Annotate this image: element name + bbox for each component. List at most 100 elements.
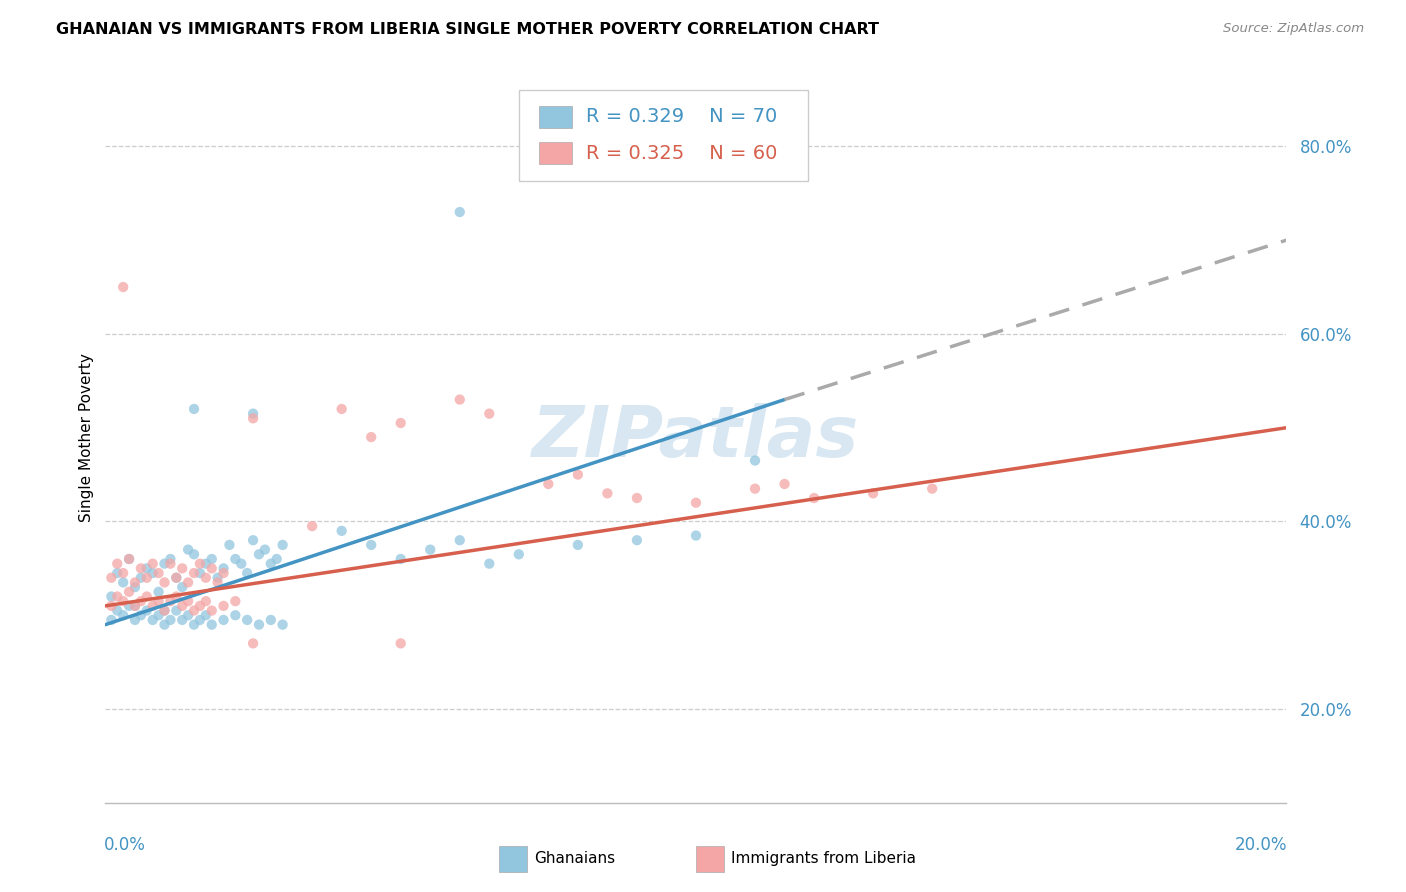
Point bbox=[567, 538, 589, 552]
Point bbox=[118, 552, 141, 566]
Point bbox=[100, 599, 122, 613]
Point bbox=[153, 617, 176, 632]
Point bbox=[449, 533, 471, 548]
Point bbox=[142, 599, 165, 613]
Point bbox=[142, 613, 165, 627]
Point bbox=[236, 566, 259, 580]
Point bbox=[124, 599, 146, 613]
Point bbox=[301, 519, 323, 533]
Point bbox=[224, 594, 246, 608]
Point bbox=[626, 491, 648, 505]
Point bbox=[194, 594, 217, 608]
Point bbox=[449, 392, 471, 407]
Point bbox=[165, 571, 187, 585]
Point bbox=[201, 561, 224, 575]
Point bbox=[148, 608, 170, 623]
Point bbox=[236, 613, 259, 627]
Point bbox=[188, 557, 211, 571]
Point bbox=[360, 538, 382, 552]
Point bbox=[253, 542, 276, 557]
Bar bbox=[538, 143, 572, 164]
Point bbox=[224, 608, 246, 623]
Point bbox=[183, 566, 205, 580]
Text: Ghanaians: Ghanaians bbox=[534, 852, 616, 866]
Point bbox=[773, 477, 796, 491]
Point bbox=[172, 561, 194, 575]
Point bbox=[188, 566, 211, 580]
Point bbox=[112, 566, 135, 580]
Text: R = 0.325    N = 60: R = 0.325 N = 60 bbox=[586, 144, 778, 162]
Point bbox=[100, 613, 122, 627]
Point bbox=[159, 613, 181, 627]
Bar bbox=[538, 106, 572, 128]
Point bbox=[153, 603, 176, 617]
Text: Source: ZipAtlas.com: Source: ZipAtlas.com bbox=[1223, 22, 1364, 36]
Point bbox=[194, 557, 217, 571]
Point bbox=[212, 561, 235, 575]
Point bbox=[165, 571, 187, 585]
Point bbox=[135, 590, 157, 604]
Point bbox=[212, 599, 235, 613]
Text: Immigrants from Liberia: Immigrants from Liberia bbox=[731, 852, 917, 866]
Point bbox=[201, 617, 224, 632]
Point bbox=[685, 496, 707, 510]
Point bbox=[129, 608, 152, 623]
Point bbox=[105, 603, 128, 617]
Point bbox=[159, 552, 181, 566]
Text: 0.0%: 0.0% bbox=[104, 836, 146, 854]
Point bbox=[165, 603, 187, 617]
Point bbox=[177, 575, 200, 590]
Point bbox=[231, 557, 253, 571]
Point bbox=[508, 547, 530, 561]
Point bbox=[478, 557, 501, 571]
Point bbox=[921, 482, 943, 496]
Point bbox=[242, 411, 264, 425]
Point bbox=[165, 590, 187, 604]
Point bbox=[242, 407, 264, 421]
Point bbox=[201, 603, 224, 617]
Point bbox=[124, 575, 146, 590]
Point bbox=[449, 205, 471, 219]
Point bbox=[118, 584, 141, 599]
Point bbox=[389, 636, 412, 650]
Point bbox=[183, 401, 205, 416]
Point bbox=[129, 594, 152, 608]
Point bbox=[112, 594, 135, 608]
Point bbox=[159, 594, 181, 608]
Point bbox=[124, 613, 146, 627]
Point bbox=[172, 613, 194, 627]
Point bbox=[266, 552, 288, 566]
Point bbox=[129, 571, 152, 585]
Point bbox=[183, 547, 205, 561]
Point bbox=[135, 571, 157, 585]
Point bbox=[478, 407, 501, 421]
Point bbox=[177, 608, 200, 623]
Text: R = 0.329    N = 70: R = 0.329 N = 70 bbox=[586, 107, 778, 126]
Point bbox=[105, 566, 128, 580]
Point bbox=[419, 542, 441, 557]
Point bbox=[242, 636, 264, 650]
Point bbox=[183, 617, 205, 632]
Text: GHANAIAN VS IMMIGRANTS FROM LIBERIA SINGLE MOTHER POVERTY CORRELATION CHART: GHANAIAN VS IMMIGRANTS FROM LIBERIA SING… bbox=[56, 22, 879, 37]
Point bbox=[105, 557, 128, 571]
FancyBboxPatch shape bbox=[519, 90, 808, 181]
Point bbox=[626, 533, 648, 548]
Point bbox=[183, 603, 205, 617]
Point bbox=[207, 571, 229, 585]
Point bbox=[124, 599, 146, 613]
Point bbox=[330, 524, 353, 538]
Point bbox=[596, 486, 619, 500]
Point bbox=[537, 477, 560, 491]
Point bbox=[201, 552, 224, 566]
Point bbox=[207, 575, 229, 590]
Point bbox=[744, 453, 766, 467]
Point bbox=[224, 552, 246, 566]
Point bbox=[803, 491, 825, 505]
Point bbox=[118, 599, 141, 613]
Point bbox=[389, 552, 412, 566]
Point bbox=[129, 561, 152, 575]
Point bbox=[212, 613, 235, 627]
Point bbox=[194, 571, 217, 585]
Point bbox=[862, 486, 884, 500]
Point bbox=[124, 580, 146, 594]
